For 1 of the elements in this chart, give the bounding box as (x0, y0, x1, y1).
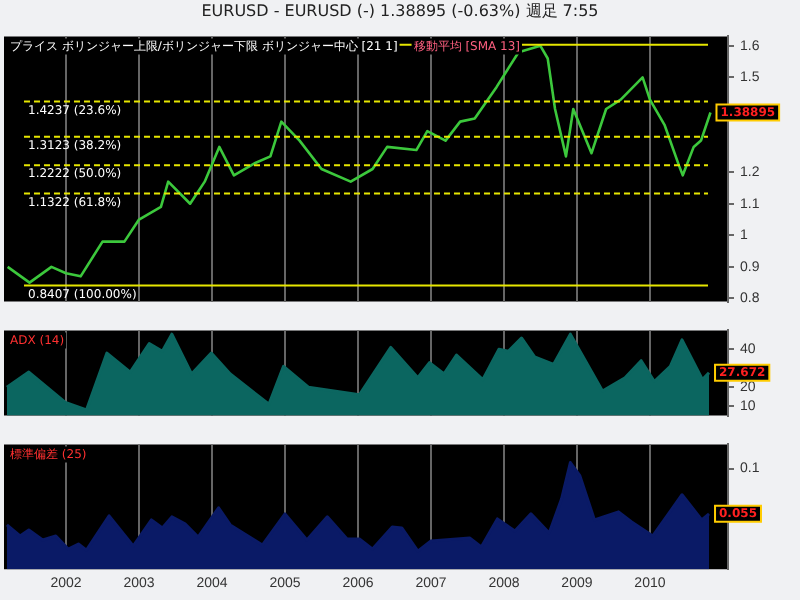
chart-title: EURUSD - EURUSD (-) 1.38895 (-0.63%) 週足 7:55 (199, 0, 601, 22)
